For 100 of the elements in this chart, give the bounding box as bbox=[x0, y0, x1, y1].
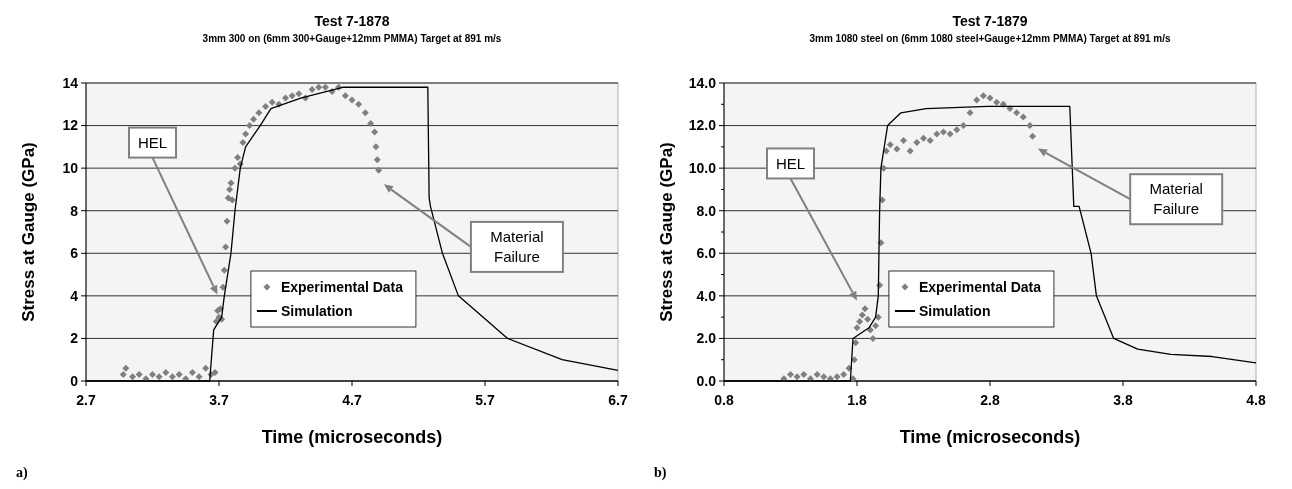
point bbox=[282, 94, 289, 102]
point bbox=[993, 98, 1001, 106]
point bbox=[175, 371, 183, 379]
y-tick-label: 8 bbox=[70, 202, 79, 219]
point bbox=[833, 373, 841, 381]
point bbox=[348, 96, 356, 104]
y-tick-label: 12.0 bbox=[688, 117, 717, 134]
chart-subtitle: 3mm 1080 steel on (6mm 1080 steel+Gauge+12mm PMMA) Target at 891 m/s bbox=[809, 33, 1171, 44]
point bbox=[122, 364, 130, 372]
point bbox=[872, 322, 880, 330]
x-tick-label: 4.8 bbox=[1246, 392, 1266, 408]
y-tick-label: 2.0 bbox=[696, 330, 717, 347]
point bbox=[355, 100, 363, 108]
point bbox=[900, 136, 908, 144]
x-tick-label: 2.7 bbox=[76, 392, 96, 408]
y-axis-title: Stress at Gauge (GPa) bbox=[19, 142, 38, 322]
point bbox=[202, 364, 210, 372]
y-tick-label: 2 bbox=[70, 330, 79, 347]
point bbox=[250, 115, 258, 123]
point bbox=[793, 373, 801, 381]
point bbox=[227, 179, 235, 187]
point bbox=[255, 109, 263, 117]
x-axis-title: Time (microseconds) bbox=[261, 427, 443, 447]
point bbox=[858, 311, 866, 319]
point bbox=[321, 83, 329, 91]
point bbox=[959, 122, 967, 130]
point bbox=[315, 83, 323, 91]
x-tick-label: 4.7 bbox=[342, 392, 362, 408]
point bbox=[367, 119, 375, 127]
point bbox=[228, 196, 236, 204]
x-tick-label: 2.8 bbox=[980, 392, 1000, 408]
point bbox=[979, 92, 987, 100]
x-tick-label: 6.7 bbox=[608, 392, 628, 408]
point bbox=[373, 156, 381, 164]
y-tick-label: 10.0 bbox=[688, 160, 717, 177]
point bbox=[219, 283, 227, 291]
y-tick-label: 8.0 bbox=[696, 202, 717, 219]
y-tick-label: 6 bbox=[70, 245, 79, 262]
point bbox=[195, 373, 203, 381]
point bbox=[853, 324, 861, 332]
point bbox=[933, 130, 941, 138]
annotation: Material Failure bbox=[1149, 180, 1203, 218]
point bbox=[220, 266, 228, 274]
point bbox=[973, 96, 981, 104]
point bbox=[986, 94, 994, 102]
point bbox=[262, 102, 270, 110]
point bbox=[953, 126, 961, 134]
point bbox=[1029, 132, 1037, 140]
point bbox=[155, 373, 163, 381]
point bbox=[861, 305, 869, 313]
point bbox=[1019, 113, 1027, 121]
point bbox=[864, 315, 872, 323]
point bbox=[341, 92, 349, 100]
y-tick-label: 14.0 bbox=[688, 74, 717, 91]
point bbox=[1013, 109, 1021, 117]
y-tick-label: 10 bbox=[62, 160, 79, 177]
point bbox=[135, 371, 143, 379]
point bbox=[375, 166, 383, 174]
point bbox=[149, 371, 156, 379]
y-tick-label: 4.0 bbox=[696, 287, 717, 304]
point bbox=[800, 371, 808, 379]
y-tick-label: 0.0 bbox=[696, 372, 717, 389]
point bbox=[906, 147, 914, 155]
point bbox=[268, 98, 276, 106]
point bbox=[920, 134, 927, 142]
point bbox=[222, 243, 230, 251]
x-tick-label: 1.8 bbox=[847, 392, 867, 408]
y-axis-title: Stress at Gauge (GPa) bbox=[657, 142, 676, 322]
point bbox=[226, 185, 234, 193]
point bbox=[234, 154, 242, 161]
point bbox=[926, 136, 934, 144]
point bbox=[231, 164, 239, 172]
point bbox=[188, 368, 196, 376]
point bbox=[295, 90, 303, 98]
point bbox=[162, 368, 170, 376]
text: a) bbox=[16, 465, 28, 481]
point bbox=[869, 334, 877, 342]
x-tick-label: 3.7 bbox=[209, 392, 229, 408]
x-tick-label: 3.8 bbox=[1113, 392, 1133, 408]
point bbox=[211, 368, 219, 376]
y-tick-label: 0 bbox=[70, 372, 79, 389]
text: b) bbox=[654, 465, 667, 481]
point bbox=[119, 371, 127, 379]
y-tick-label: 14 bbox=[62, 74, 79, 91]
point bbox=[308, 85, 316, 93]
point bbox=[856, 317, 864, 325]
point bbox=[129, 373, 137, 381]
point bbox=[239, 139, 247, 147]
chart-title: Test 7-1879 bbox=[952, 13, 1028, 29]
point bbox=[246, 122, 254, 130]
point bbox=[939, 128, 947, 136]
y-tick-label: 4 bbox=[70, 287, 79, 304]
chart-subtitle: 3mm 300 on (6mm 300+Gauge+12mm PMMA) Target at 891 m/s bbox=[202, 33, 502, 44]
point bbox=[893, 145, 901, 153]
point bbox=[372, 143, 380, 151]
point bbox=[886, 141, 894, 149]
point bbox=[787, 371, 794, 379]
point bbox=[966, 109, 974, 117]
legend-label: Experimental Data bbox=[918, 278, 1042, 295]
point bbox=[371, 128, 379, 136]
